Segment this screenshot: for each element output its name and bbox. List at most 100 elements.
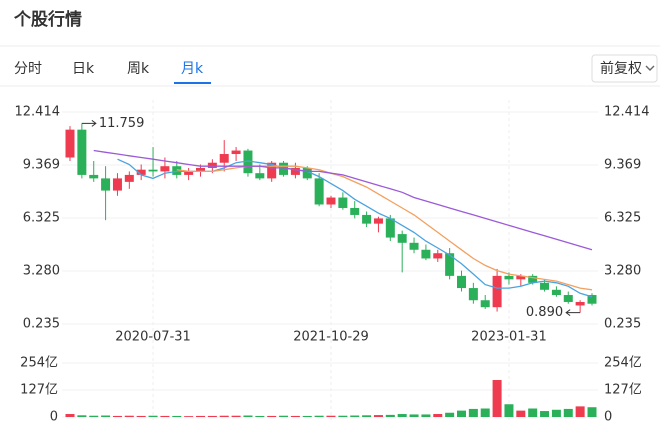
adjust-dropdown[interactable] bbox=[591, 54, 658, 83]
volume-bar bbox=[528, 408, 538, 417]
candle-body bbox=[492, 275, 502, 308]
volume-bar bbox=[362, 415, 372, 417]
volume-tick-label: 254亿 bbox=[20, 356, 58, 371]
volume-bar bbox=[587, 407, 597, 417]
x-tick-label: 2023-01-31 bbox=[471, 330, 547, 345]
candle-body bbox=[219, 154, 229, 163]
candle-body bbox=[207, 162, 217, 168]
volume-bar bbox=[267, 415, 277, 417]
volume-bar bbox=[65, 414, 75, 417]
y-tick-label-right: 0.235 bbox=[604, 317, 641, 332]
volume-bar bbox=[77, 415, 87, 417]
low-arrow bbox=[565, 309, 581, 316]
volume-bar bbox=[148, 415, 158, 417]
volume-bar bbox=[231, 415, 241, 417]
candle-body bbox=[314, 178, 324, 205]
x-tick-label: 2021-10-29 bbox=[293, 330, 369, 345]
volume-bar bbox=[385, 414, 395, 417]
candle-body bbox=[540, 282, 550, 290]
volume-bar bbox=[207, 415, 217, 417]
volume-bar bbox=[551, 409, 561, 417]
volume-bar bbox=[101, 415, 111, 417]
volume-bar bbox=[314, 415, 324, 417]
volume-bar bbox=[373, 415, 383, 417]
volume-bar bbox=[433, 414, 443, 417]
candle-body bbox=[516, 275, 526, 280]
volume-bar bbox=[480, 408, 490, 417]
volume-bar bbox=[124, 415, 134, 417]
volume-tick-label: 0 bbox=[50, 410, 58, 425]
high-label: 11.759 bbox=[99, 116, 145, 131]
candle-body bbox=[267, 162, 277, 179]
candle-body bbox=[338, 197, 348, 208]
candle-body bbox=[89, 174, 99, 179]
tab[interactable]: 日k bbox=[72, 61, 95, 77]
volume-bar bbox=[350, 415, 360, 417]
volume-tick-label-right: 254亿 bbox=[604, 356, 642, 371]
volume-tick-label-right: 127亿 bbox=[604, 383, 642, 398]
x-tick-label: 2020-07-31 bbox=[115, 330, 191, 345]
y-tick-label: 3.280 bbox=[23, 263, 60, 278]
y-tick-label-right: 9.369 bbox=[604, 158, 641, 173]
volume-bar bbox=[112, 415, 122, 417]
candle-body bbox=[243, 150, 253, 174]
candle-body bbox=[326, 197, 336, 205]
volume-bar bbox=[575, 406, 585, 417]
volume-bar bbox=[492, 380, 502, 417]
candle-body bbox=[445, 253, 455, 276]
volume-tick-label: 127亿 bbox=[20, 383, 58, 398]
ma-line bbox=[93, 149, 593, 251]
y-tick-label-right: 6.325 bbox=[604, 210, 641, 225]
volume-bar bbox=[243, 415, 253, 417]
candle-body bbox=[409, 242, 419, 250]
y-tick-label-right: 12.414 bbox=[604, 105, 650, 120]
candle-body bbox=[290, 167, 300, 175]
tab[interactable]: 分时 bbox=[14, 61, 42, 77]
candle-body bbox=[468, 288, 478, 301]
chart: 12.414 12.414 9.369 9.369 6.325 6.325 3.280 3.2… bbox=[15, 100, 650, 425]
candle-body bbox=[196, 167, 205, 172]
candle-body bbox=[148, 169, 158, 172]
candle-body bbox=[255, 173, 265, 179]
candle-body bbox=[231, 150, 241, 155]
candle-body bbox=[77, 129, 87, 175]
y-tick-label-right: 3.280 bbox=[604, 263, 641, 278]
volume-bar bbox=[184, 416, 194, 417]
y-tick-label: 9.369 bbox=[23, 158, 60, 173]
volume-bar bbox=[172, 415, 182, 417]
candle-body bbox=[112, 178, 122, 191]
candle-body bbox=[124, 174, 134, 182]
volume-bar bbox=[457, 410, 466, 417]
volume-bar bbox=[290, 415, 300, 417]
candle-body bbox=[551, 289, 561, 296]
candle-body bbox=[101, 178, 111, 191]
tab-underline bbox=[174, 82, 211, 84]
tab-bar: 分时 日k 周k 月k bbox=[14, 61, 211, 84]
candle-body bbox=[575, 301, 585, 306]
tab[interactable]: 月k bbox=[181, 61, 204, 77]
low-label: 0.890 bbox=[526, 305, 563, 320]
candle-body bbox=[504, 275, 514, 280]
volume-bar bbox=[326, 415, 336, 417]
candle-body bbox=[587, 295, 597, 304]
volume-bar bbox=[255, 415, 265, 417]
y-tick-label: 12.414 bbox=[15, 105, 61, 120]
tab[interactable]: 周k bbox=[127, 61, 150, 77]
candle-body bbox=[362, 214, 372, 224]
volume-bar bbox=[563, 408, 573, 417]
volume-bar bbox=[89, 415, 99, 417]
candle-body bbox=[373, 218, 383, 224]
candle-body bbox=[172, 166, 182, 175]
y-tick-label: 6.325 bbox=[23, 210, 60, 225]
candle-body bbox=[350, 207, 360, 215]
volume-tick-label-right: 0 bbox=[604, 410, 612, 425]
candle-body bbox=[528, 275, 538, 283]
volume-bar bbox=[540, 411, 550, 417]
candle-body bbox=[279, 162, 289, 175]
high-arrow bbox=[81, 120, 97, 127]
candle-body bbox=[160, 166, 170, 172]
candle-body bbox=[136, 169, 146, 175]
candle-body bbox=[421, 249, 431, 259]
volume-bar bbox=[338, 415, 348, 417]
